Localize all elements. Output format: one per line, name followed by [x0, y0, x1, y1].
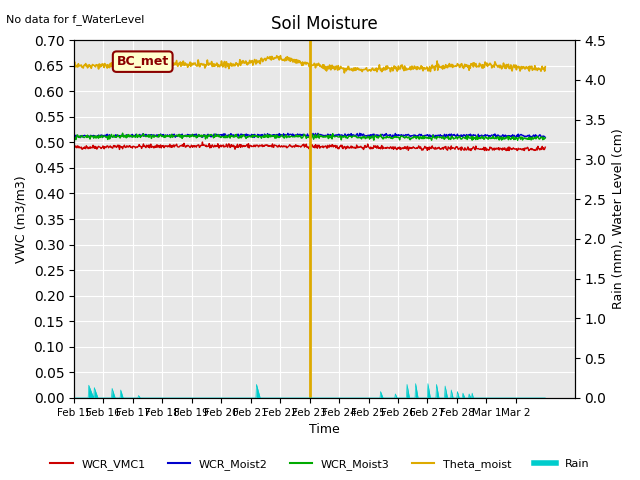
Title: Soil Moisture: Soil Moisture: [271, 15, 378, 33]
Text: No data for f_WaterLevel: No data for f_WaterLevel: [6, 14, 145, 25]
Legend: WCR_VMC1, WCR_Moist2, WCR_Moist3, Theta_moist, Rain: WCR_VMC1, WCR_Moist2, WCR_Moist3, Theta_…: [46, 455, 594, 474]
X-axis label: Time: Time: [309, 423, 340, 436]
Y-axis label: VWC (m3/m3): VWC (m3/m3): [15, 175, 28, 263]
Text: BC_met: BC_met: [116, 55, 169, 68]
Y-axis label: Rain (mm), Water Level (cm): Rain (mm), Water Level (cm): [612, 129, 625, 310]
